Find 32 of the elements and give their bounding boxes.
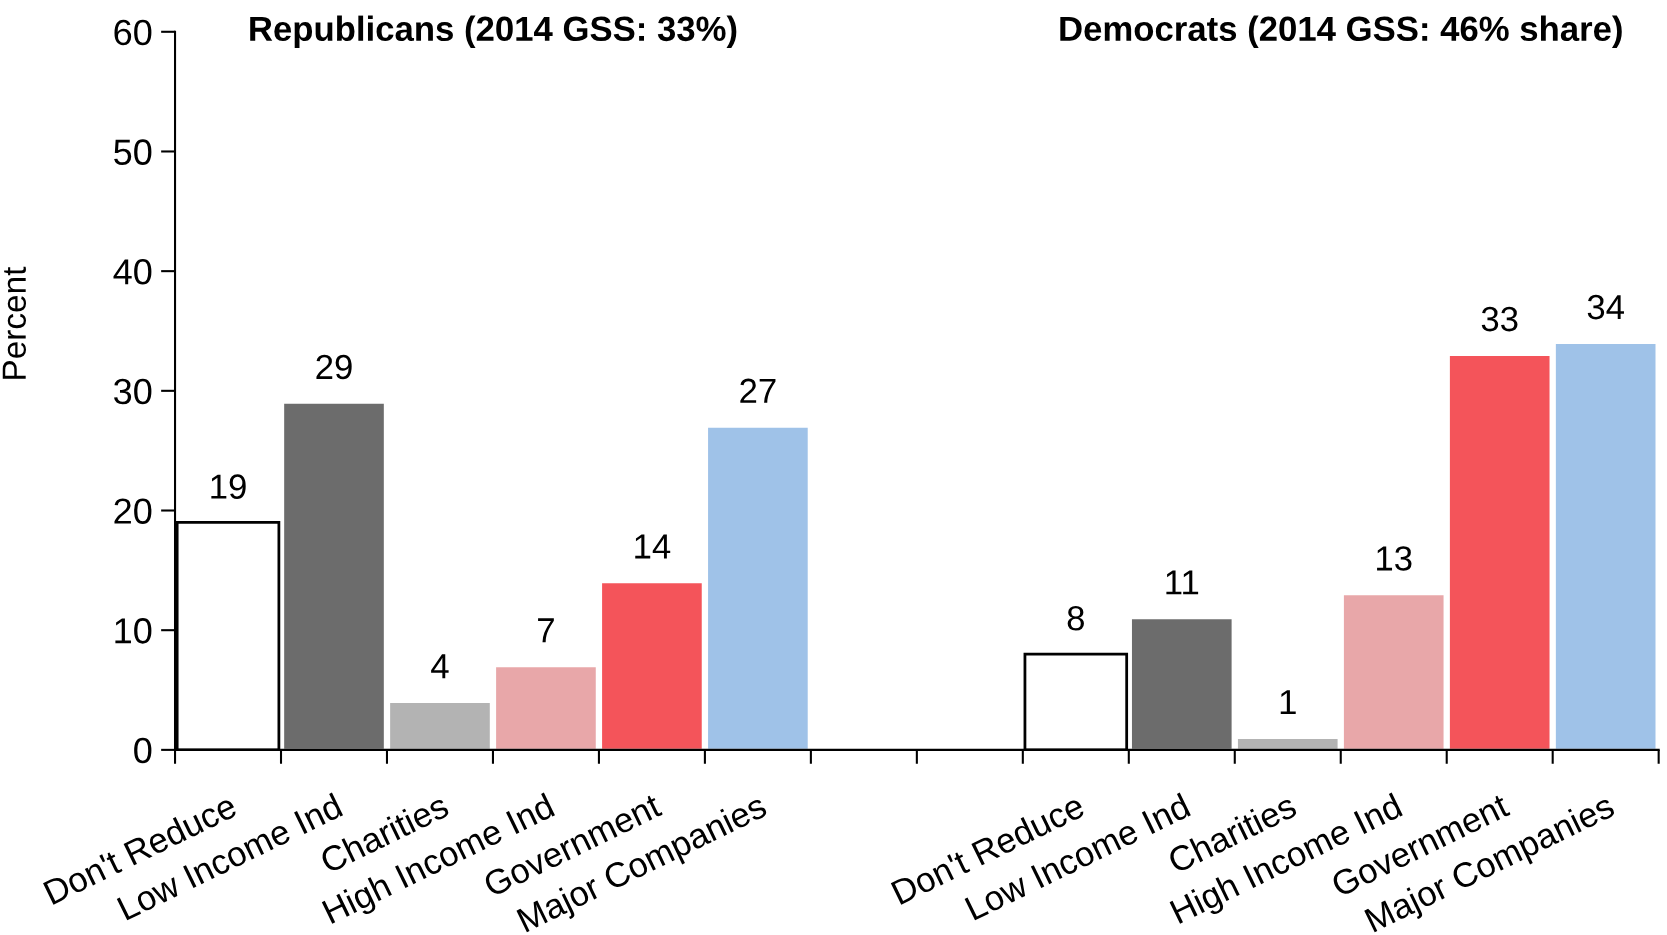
annotation: Republicans (2014 GSS: 33%) [250,15,737,48]
bar [388,700,492,750]
data-label: 7 [538,618,554,643]
bar [1553,341,1658,750]
bar [1129,617,1234,750]
data-label: 19 [211,474,246,499]
data-label: 14 [635,534,671,559]
y-tick-label: 20 [114,498,152,524]
data-label: 29 [316,354,352,380]
y-tick-label: 40 [113,259,152,285]
bar [1341,593,1446,750]
y-tick-label: 60 [114,19,152,46]
data-label: 27 [740,378,776,403]
y-tick-label: 10 [115,618,152,644]
bar [282,401,386,750]
y-tick-label: 50 [114,139,152,165]
bar [1235,736,1340,750]
data-label: 4 [431,654,449,679]
data-label: 33 [1481,306,1518,332]
data-label: 8 [1067,606,1084,631]
data-label: 1 [1280,690,1296,715]
bar [494,665,598,750]
annotation: Democrats (2014 GSS: 46% share) [1060,15,1622,48]
bar [600,581,704,750]
data-label: 11 [1166,570,1199,595]
data-label: 13 [1377,546,1412,571]
y-tick-label: 0 [134,737,152,764]
y-tick-label: 30 [114,378,152,405]
bar [705,425,810,750]
y-axis-title: Percent [2,266,27,379]
bar [1447,353,1552,750]
data-label: 34 [1587,294,1624,320]
